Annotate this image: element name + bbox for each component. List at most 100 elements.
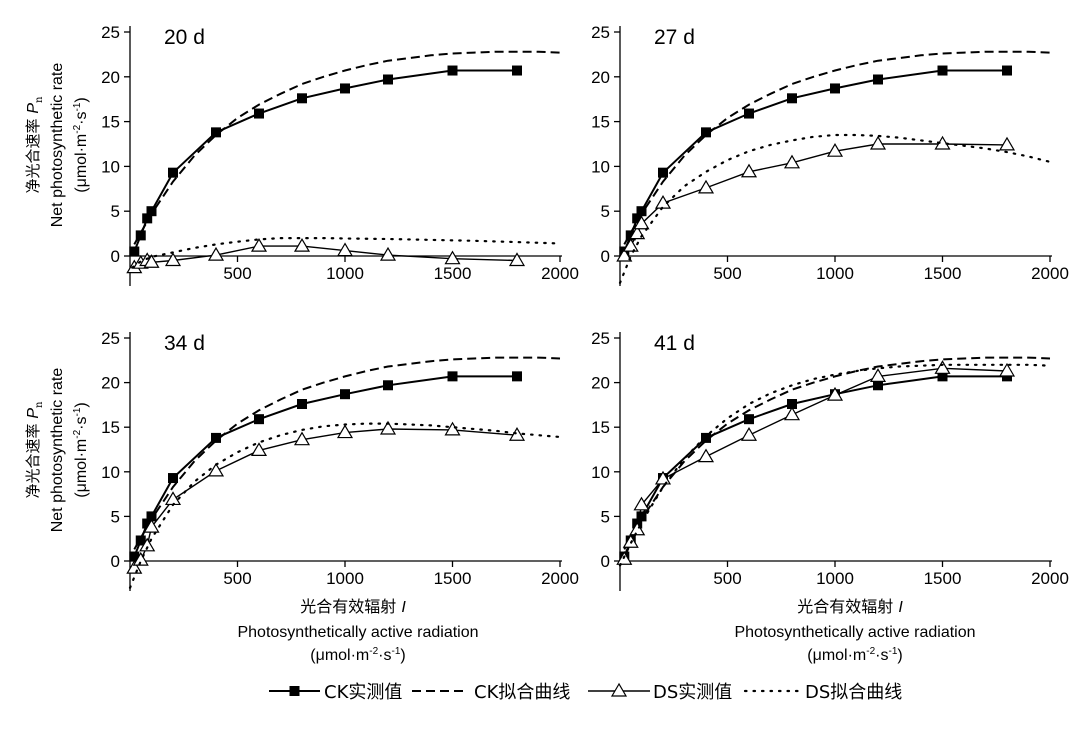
x-tick-label: 1500 (434, 569, 472, 588)
y-tick-label: 25 (591, 329, 610, 348)
data-point-ck-measured (744, 108, 754, 119)
series-group (616, 356, 1052, 567)
data-point-ds-measured (379, 246, 397, 261)
x-axis-label-left: 光合有效辐射 I Photosynthetically active radiat… (237, 597, 478, 664)
data-point-ck-measured (1002, 65, 1012, 76)
x-axis-label-en: Photosynthetically active radiation (734, 624, 975, 641)
data-point-ck-measured (447, 371, 458, 382)
data-point-ds-measured (207, 246, 225, 261)
data-point-ck-measured (701, 432, 711, 443)
y-tick-label: 5 (111, 202, 120, 221)
panel-title: 41 d (654, 332, 695, 355)
y-axis-label-cn: 净光合速率 Pn (24, 96, 45, 193)
data-point-ck-measured (512, 65, 522, 76)
y-tick-label: 10 (101, 463, 120, 482)
data-point-ds-measured (633, 215, 650, 230)
data-point-ds-measured (250, 237, 268, 252)
data-point-ds-measured (616, 247, 633, 262)
data-point-ck-measured (658, 167, 668, 178)
data-point-ck-measured (873, 74, 883, 85)
x-axis-label-unit: (μmol·m-2·s-1) (807, 646, 902, 664)
x-tick-label: 500 (713, 569, 741, 588)
x-axis-label-en: Photosynthetically active radiation (237, 624, 478, 641)
y-tick-label: 10 (591, 463, 610, 482)
chart-panel-34-d: 0 5 10 15 20 25 500 1000 1500 2000 34 d (101, 329, 579, 591)
x-tick-label: 2000 (541, 264, 579, 283)
data-point-ck-measured (135, 230, 146, 241)
data-point-ck-measured (701, 127, 711, 138)
data-point-ck-measured (636, 511, 647, 522)
x-tick-label: 2000 (541, 569, 579, 588)
series-line-ck-measured (133, 69, 517, 252)
data-point-ds-measured (869, 368, 887, 382)
series-line-ck-fit (133, 356, 561, 550)
data-point-ck-measured (254, 414, 264, 425)
x-tick-label: 1500 (924, 569, 962, 588)
data-point-ds-measured (998, 362, 1016, 377)
data-point-ck-measured (383, 380, 393, 391)
series-line-ck-fit (623, 50, 1051, 245)
data-point-ck-measured (632, 213, 643, 224)
y-tick-label: 5 (601, 507, 610, 526)
x-axis-label-unit: (μmol·m-2·s-1) (310, 646, 405, 664)
data-point-ds-measured (379, 420, 397, 435)
data-point-ck-measured (168, 473, 178, 484)
series-line-ds-fit (128, 422, 562, 589)
data-point-ck-measured (873, 380, 883, 391)
data-point-ds-measured (697, 448, 715, 463)
y-tick-label: 25 (101, 329, 120, 348)
chart-panel-20-d: 0 5 10 15 20 25 500 1000 1500 2000 20 d (101, 23, 579, 286)
data-point-ds-measured (508, 252, 526, 267)
x-tick-label: 1000 (326, 569, 364, 588)
x-axis-label-cn: 光合有效辐射 I (300, 597, 406, 616)
panel-title: 34 d (164, 332, 205, 355)
data-point-ds-measured (998, 136, 1016, 151)
data-point-ds-measured (740, 427, 758, 441)
data-point-ck-measured (447, 65, 458, 76)
data-point-ds-measured (164, 252, 182, 267)
x-axis-label-cn: 光合有效辐射 I (797, 597, 903, 616)
data-point-ds-measured (336, 424, 354, 439)
legend-marker-ds-measured (610, 682, 628, 697)
data-point-ck-measured (297, 399, 307, 410)
y-tick-label: 0 (111, 247, 120, 266)
data-point-ds-measured (132, 551, 149, 566)
x-tick-label: 1000 (816, 264, 854, 283)
y-tick-label: 20 (101, 68, 120, 87)
data-point-ds-measured (783, 154, 801, 169)
data-point-ds-measured (293, 431, 311, 446)
y-tick-label: 10 (591, 157, 610, 176)
data-point-ck-measured (830, 83, 840, 94)
data-point-ck-measured (636, 206, 647, 217)
data-point-ck-measured (129, 246, 140, 257)
data-point-ck-measured (937, 65, 948, 76)
data-point-ds-measured (444, 250, 461, 265)
data-point-ds-measured (826, 386, 844, 401)
panel-title: 27 d (654, 26, 695, 49)
x-tick-label: 500 (223, 569, 251, 588)
legend-label-ds-fit: DS拟合曲线 (805, 682, 902, 703)
series-line-ck-measured (623, 69, 1007, 252)
y-axis-label-unit: (μmol·m-2·s-1) (72, 402, 90, 497)
series-group (126, 356, 562, 589)
data-point-ck-measured (129, 551, 140, 562)
x-tick-label: 1500 (924, 264, 962, 283)
y-tick-label: 15 (591, 113, 610, 132)
x-tick-label: 1000 (326, 264, 364, 283)
y-tick-label: 20 (591, 68, 610, 87)
y-tick-label: 0 (601, 247, 610, 266)
series-group (616, 50, 1052, 284)
x-tick-label: 2000 (1031, 569, 1069, 588)
data-point-ck-measured (297, 93, 307, 104)
y-tick-label: 20 (101, 374, 120, 393)
data-point-ds-measured (508, 427, 526, 441)
data-point-ck-measured (211, 432, 221, 443)
y-axis-label-en: Net photosynthetic rate (49, 368, 66, 533)
data-point-ds-measured (826, 142, 844, 157)
legend-label-ds-measured: DS实测值 (653, 682, 732, 703)
data-point-ck-measured (744, 414, 754, 425)
y-axis-label-cn: 净光合速率 Pn (24, 401, 45, 498)
x-tick-label: 500 (713, 264, 741, 283)
data-point-ds-measured (250, 442, 268, 456)
data-point-ds-measured (336, 242, 354, 257)
